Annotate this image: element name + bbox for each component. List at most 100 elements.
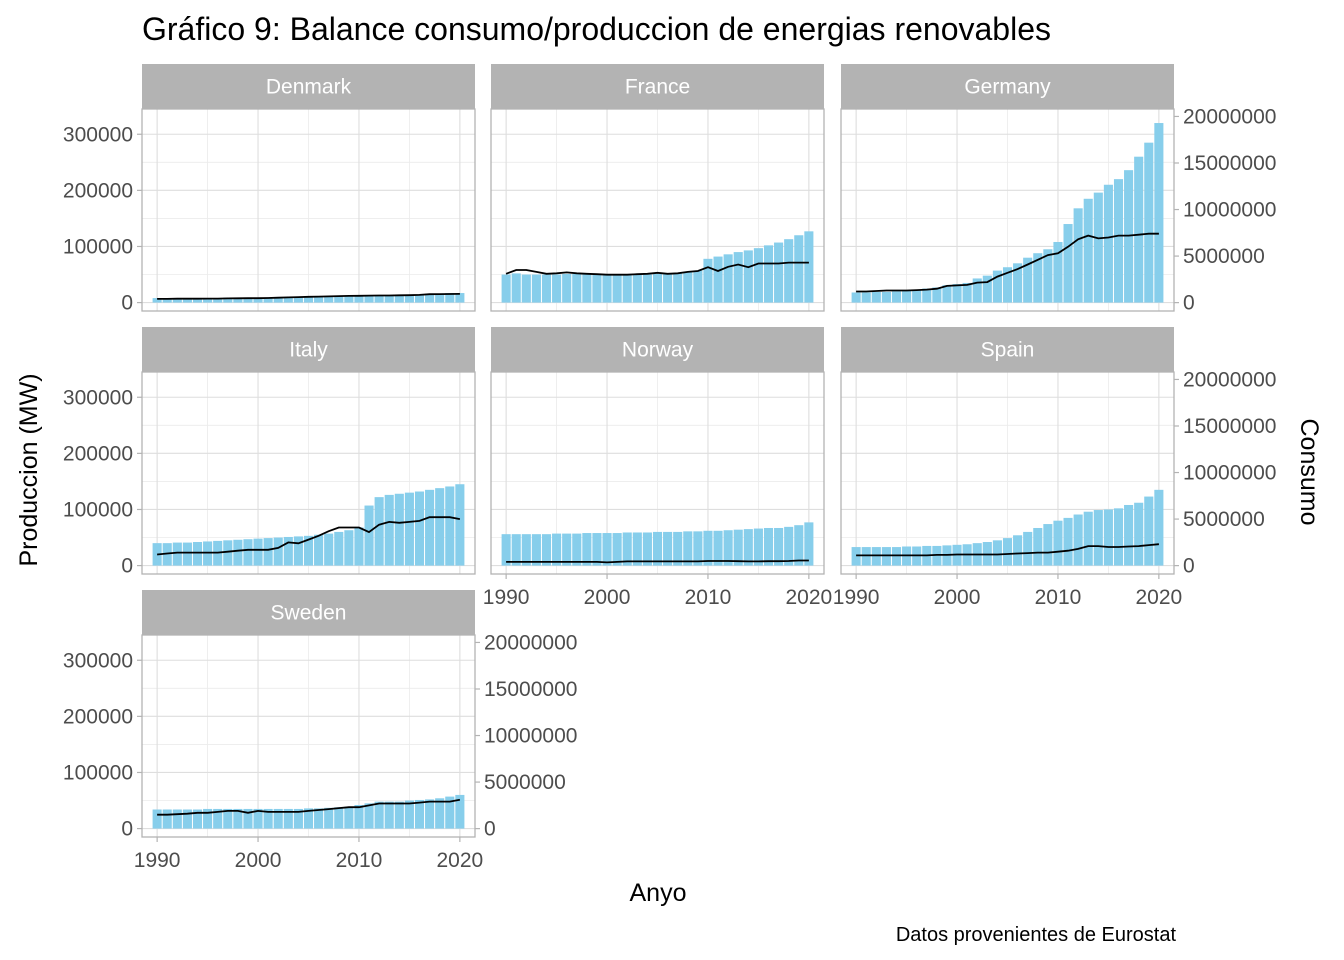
production-bar xyxy=(303,296,314,303)
production-bar xyxy=(992,540,1002,566)
production-bar xyxy=(394,801,404,829)
production-bar xyxy=(774,242,784,303)
panel-border xyxy=(141,371,476,575)
y2-tick-label: 5000000 xyxy=(484,771,566,794)
production-bar xyxy=(1154,489,1164,566)
production-bar xyxy=(582,273,592,303)
production-bar xyxy=(763,245,774,303)
production-bar xyxy=(192,298,203,303)
production-bar xyxy=(374,801,384,829)
production-bar xyxy=(253,538,263,566)
production-bar xyxy=(1103,509,1113,566)
production-bar xyxy=(354,527,364,566)
production-bar xyxy=(192,809,203,829)
production-bar xyxy=(243,539,253,566)
production-bar xyxy=(871,291,881,303)
consumption-line xyxy=(856,543,1159,557)
production-bar xyxy=(743,250,753,303)
production-bar xyxy=(1093,510,1103,566)
production-bar xyxy=(683,271,693,303)
production-bar xyxy=(223,540,233,566)
production-bar xyxy=(364,295,374,303)
production-bar xyxy=(592,274,602,303)
production-bar xyxy=(354,805,364,829)
production-bar xyxy=(253,297,263,303)
production-bar xyxy=(293,296,303,303)
production-bar xyxy=(652,531,663,566)
production-bar xyxy=(891,547,902,566)
production-bar xyxy=(562,533,572,566)
production-bar xyxy=(922,288,932,303)
production-bar xyxy=(425,293,435,303)
production-bar xyxy=(404,800,414,829)
production-bar xyxy=(774,527,784,566)
production-bar xyxy=(1144,142,1154,303)
production-bar xyxy=(243,297,253,303)
y2-tick-label: 0 xyxy=(484,818,496,841)
panel-border xyxy=(141,108,476,312)
production-bar xyxy=(1002,267,1013,303)
production-bar xyxy=(723,530,733,566)
y2-tick-label: 15000000 xyxy=(484,678,577,701)
x-axis-title: Anyo xyxy=(630,879,687,907)
production-bar xyxy=(693,531,703,566)
y2-tick-label: 15000000 xyxy=(1183,415,1276,438)
production-bar xyxy=(334,296,344,303)
x-tick-label: 1990 xyxy=(833,586,880,609)
production-bar xyxy=(1033,253,1043,303)
production-bar xyxy=(622,275,632,303)
production-bar xyxy=(1103,184,1113,303)
y2-tick-label: 0 xyxy=(1183,292,1195,315)
facet-strip-label: Denmark xyxy=(266,76,352,99)
x-tick-label: 2020 xyxy=(1136,586,1183,609)
y-tick-label: 300000 xyxy=(63,649,133,672)
production-bar xyxy=(501,534,511,566)
production-bar xyxy=(851,292,861,303)
production-bar xyxy=(592,533,602,566)
production-bar xyxy=(384,801,394,829)
production-bar xyxy=(784,526,794,566)
production-bar xyxy=(253,808,263,829)
production-bar xyxy=(753,248,763,303)
production-bar xyxy=(794,525,804,566)
production-bar xyxy=(455,794,465,829)
production-bar xyxy=(374,497,384,566)
production-bar xyxy=(283,296,293,303)
production-bar xyxy=(172,298,182,303)
production-bar xyxy=(1053,241,1063,303)
production-bar xyxy=(531,274,541,303)
production-bar xyxy=(1013,535,1023,566)
production-bar xyxy=(414,799,425,829)
production-bar xyxy=(1013,263,1023,303)
production-bar xyxy=(1113,179,1124,303)
production-bar xyxy=(303,808,314,829)
production-bar xyxy=(1083,198,1093,303)
production-bar xyxy=(182,298,192,303)
production-bar xyxy=(952,284,962,303)
production-bar xyxy=(612,533,622,566)
production-bar xyxy=(435,488,445,566)
facet-spain: Spain 0 5000000 10000000 15000000 20000000 199… xyxy=(833,327,1276,609)
production-bar xyxy=(1154,123,1164,303)
production-bar xyxy=(1093,192,1103,303)
production-bar xyxy=(394,493,404,566)
x-tick-label: 2000 xyxy=(235,849,282,872)
production-bar xyxy=(182,542,192,566)
production-bar xyxy=(162,809,172,829)
production-bar xyxy=(743,529,753,566)
y2-tick-label: 20000000 xyxy=(1183,105,1276,128)
production-bar xyxy=(733,252,743,303)
production-bar xyxy=(445,796,455,829)
production-bar xyxy=(871,547,881,566)
production-bar xyxy=(683,531,693,566)
production-bar xyxy=(861,292,871,303)
production-bar xyxy=(582,533,592,566)
production-bar xyxy=(982,275,992,303)
y-axis-title: Produccion (MW) xyxy=(15,373,43,566)
y2-tick-label: 5000000 xyxy=(1183,508,1265,531)
production-bar xyxy=(562,273,572,303)
production-bar xyxy=(632,532,642,566)
production-bar xyxy=(992,270,1002,303)
production-bar xyxy=(344,806,354,829)
x-tick-label: 2000 xyxy=(934,586,981,609)
